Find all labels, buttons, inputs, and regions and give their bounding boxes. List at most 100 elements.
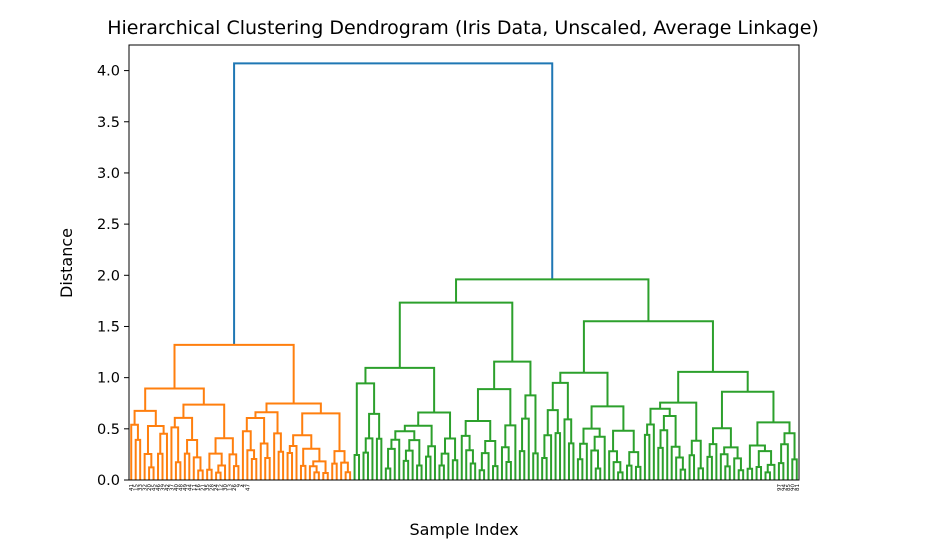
leaf-label: 26 (232, 484, 238, 491)
dendrogram-link-59 (417, 411, 452, 439)
dendrogram-link-58 (375, 437, 383, 480)
dendrogram-link-46 (333, 450, 346, 464)
dendrogram-links (130, 62, 798, 480)
dendrogram-link-14 (174, 461, 182, 480)
dendrogram-link-95 (546, 409, 559, 436)
dendrogram-link-142 (755, 465, 763, 480)
dendrogram-link-99 (563, 418, 573, 480)
dendrogram-link-145 (783, 432, 796, 460)
dendrogram-link-115 (677, 370, 749, 403)
dendrogram-link-124 (675, 456, 684, 480)
dendrogram-link-8 (148, 466, 155, 480)
dendrogram-link-30 (246, 449, 256, 480)
dendrogram-link-121 (659, 429, 669, 480)
y-tick-label: 3.0 (97, 166, 120, 182)
y-tick-label: 0.5 (97, 422, 120, 438)
x-axis-label: Sample Index (409, 520, 518, 539)
dendrogram-link-21 (206, 468, 213, 480)
dendrogram-link-137 (737, 469, 745, 480)
leaf-label: 41 (129, 484, 135, 491)
dendrogram-link-19 (214, 437, 234, 455)
dendrogram-link-110 (612, 461, 622, 480)
dendrogram-link-11 (182, 403, 226, 439)
dendrogram-link-94 (551, 381, 569, 420)
dendrogram-link-141 (757, 450, 773, 467)
y-tick-label: 4.0 (97, 64, 120, 80)
leaf-label: 44 (187, 484, 193, 491)
dendrogram-link-135 (724, 465, 731, 480)
leaf-label: 94 (781, 484, 787, 491)
dendrogram-link-117 (649, 407, 671, 425)
y-tick-label: 1.5 (97, 319, 120, 335)
dendrogram-link-20 (208, 452, 223, 470)
leaf-labels: 4115333220454639423740484944111621352824… (129, 484, 801, 492)
dendrogram-link-56 (364, 437, 374, 480)
dendrogram-link-39 (286, 451, 294, 480)
dendrogram-link-28 (245, 417, 266, 444)
dendrogram-link-9 (159, 432, 168, 480)
dendrogram-link-64 (384, 467, 392, 480)
y-tick-label: 2.5 (97, 217, 120, 233)
dendrogram-link-88 (524, 394, 537, 454)
dendrogram-link-119 (643, 433, 651, 480)
dendrogram-link-17 (192, 456, 202, 480)
dendrogram-link-107 (594, 467, 602, 480)
dendrogram-link-42 (312, 460, 327, 473)
dendrogram-link-27 (254, 411, 279, 434)
dendrogram-link-93 (559, 371, 609, 407)
dendrogram-link-136 (733, 457, 742, 480)
dendrogram-link-97 (541, 457, 548, 480)
dendrogram-link-37 (292, 434, 313, 449)
dendrogram-link-57 (362, 451, 369, 480)
leaf-label: 33 (138, 484, 144, 491)
y-tick-label: 1.0 (97, 371, 120, 387)
dendrogram-link-40 (302, 447, 321, 466)
dendrogram-link-139 (748, 444, 766, 469)
dendrogram-link-18 (197, 469, 204, 480)
dendrogram-link-81 (484, 439, 497, 467)
dendrogram-link-36 (301, 412, 341, 452)
dendrogram-link-113 (626, 464, 633, 480)
leaf-label: 37 (169, 484, 175, 491)
dendrogram-link-29 (241, 430, 252, 480)
leaf-label: 13 (228, 484, 234, 491)
dendrogram-link-147 (777, 462, 785, 480)
dendrogram-link-92 (582, 320, 714, 373)
dendrogram-link-25 (232, 465, 240, 480)
dendrogram-link-114 (634, 465, 642, 480)
dendrogram-link-90 (518, 450, 526, 480)
dendrogram-link-79 (465, 449, 474, 480)
dendrogram-link-144 (764, 471, 771, 480)
dendrogram-link-134 (719, 453, 729, 480)
dendrogram-link-125 (679, 468, 687, 480)
leaf-label: 42 (165, 484, 171, 491)
dendrogram-link-50 (455, 278, 650, 322)
dendrogram-link-84 (492, 465, 499, 480)
leaf-label: 97 (777, 484, 783, 491)
dendrogram-link-78 (460, 434, 471, 480)
y-tick-label: 0.0 (97, 473, 120, 489)
dendrogram-link-49 (344, 471, 352, 480)
dendrogram-link-6 (146, 424, 165, 454)
leaf-label: 30 (223, 484, 229, 491)
dendrogram-link-103 (579, 442, 588, 480)
leaf-label: 21 (201, 484, 207, 491)
dendrogram-link-53 (355, 382, 376, 456)
dendrogram-link-54 (353, 454, 361, 480)
leaf-label: 24 (214, 484, 220, 491)
dendrogram-link-72 (440, 452, 450, 480)
dendrogram-link-4 (130, 423, 139, 480)
dendrogram-link-85 (504, 424, 517, 480)
dendrogram-link-108 (612, 429, 635, 453)
dendrogram-link-70 (425, 455, 432, 480)
dendrogram-link-67 (402, 459, 410, 480)
dendrogram-link-15 (186, 439, 199, 458)
dendrogram-link-31 (250, 457, 258, 480)
y-tick-label: 3.5 (97, 115, 120, 131)
dendrogram-link-12 (173, 416, 194, 441)
y-axis-label: Distance (57, 228, 76, 298)
dendrogram-link-2 (144, 387, 205, 411)
dendrogram-link-148 (791, 458, 798, 480)
dendrogram-link-122 (657, 446, 664, 480)
leaf-label: 28 (210, 484, 216, 491)
